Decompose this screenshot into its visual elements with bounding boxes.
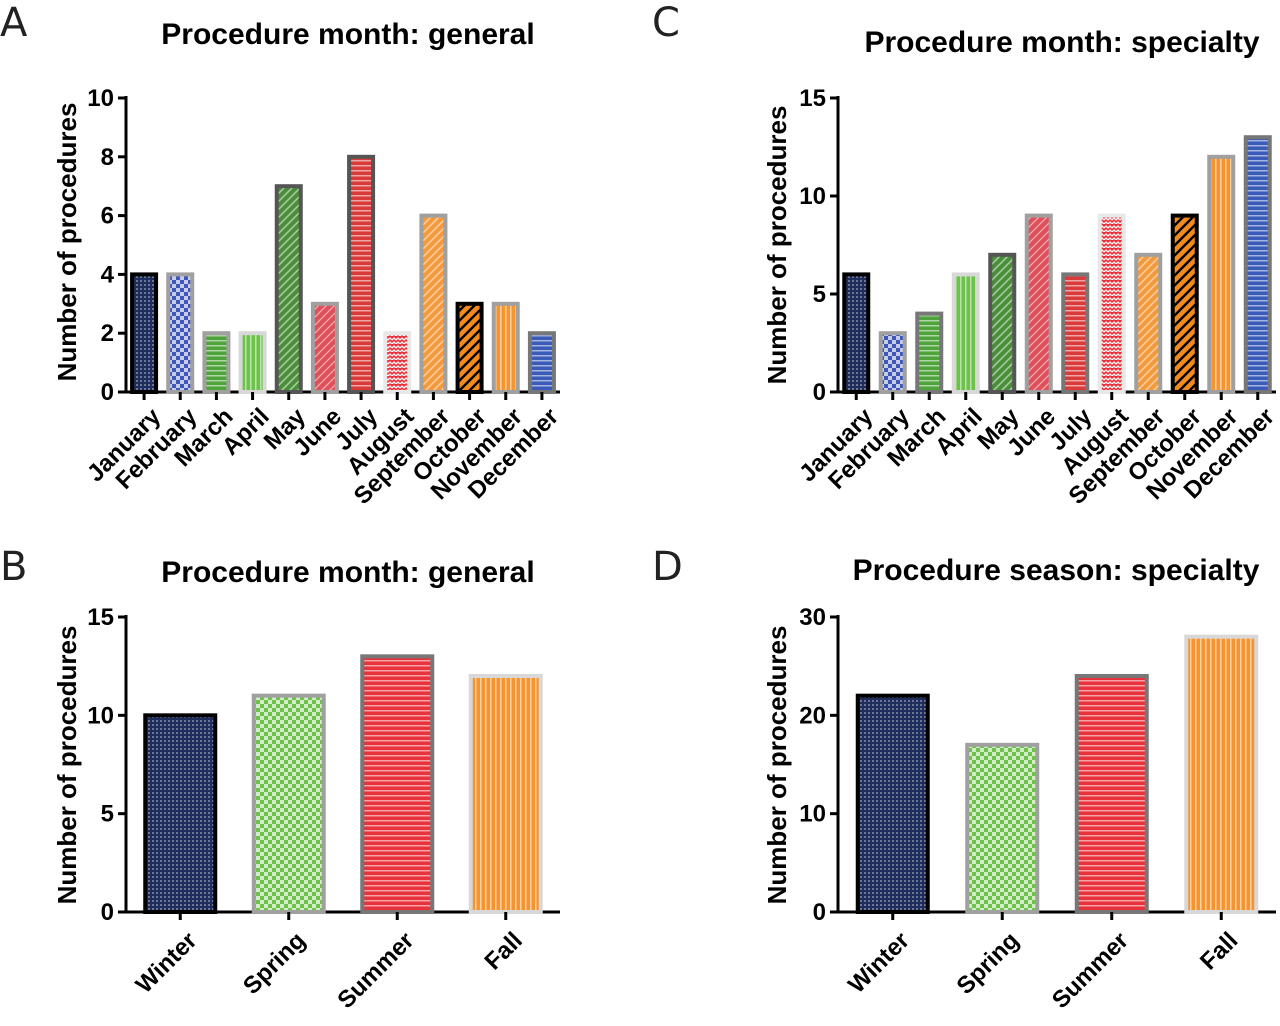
bar-december bbox=[1243, 135, 1272, 394]
bar-summer bbox=[1074, 674, 1149, 914]
bar-june bbox=[310, 301, 339, 394]
panel-b: B Procedure month: general Number of pro… bbox=[0, 544, 560, 1014]
y-tick-label: 10 bbox=[87, 85, 114, 112]
y-axis-label-d: Number of procedures bbox=[762, 626, 792, 905]
y-tick-label: 15 bbox=[87, 604, 114, 631]
bar-december bbox=[527, 331, 556, 395]
panel-c: C Procedure month: specialty Number of p… bbox=[652, 0, 1280, 510]
bar-october bbox=[1170, 213, 1199, 394]
x-tick-label-winter: Winter bbox=[843, 927, 915, 999]
x-tick-label-spring: Spring bbox=[238, 927, 311, 1000]
bar-july bbox=[347, 154, 376, 394]
chart-title-c: Procedure month: specialty bbox=[864, 26, 1259, 59]
bar-summer bbox=[360, 654, 435, 914]
panel-letter-b: B bbox=[0, 544, 27, 590]
bar-fall bbox=[1184, 634, 1259, 915]
y-tick-label: 10 bbox=[87, 702, 114, 729]
bar-october bbox=[455, 301, 484, 394]
bar-november bbox=[491, 301, 520, 394]
bar-february bbox=[878, 331, 907, 395]
panel-a: A Procedure month: general Number of pro… bbox=[0, 0, 564, 510]
y-tick-label: 30 bbox=[799, 604, 826, 631]
bar-september bbox=[419, 213, 448, 394]
y-tick-label: 10 bbox=[799, 183, 826, 210]
y-tick-label: 6 bbox=[101, 203, 114, 230]
y-tick-label: 0 bbox=[101, 379, 114, 406]
y-tick-label: 2 bbox=[101, 320, 114, 347]
panel-letter-a: A bbox=[0, 0, 28, 46]
bar-winter bbox=[143, 713, 218, 914]
chart-title-b: Procedure month: general bbox=[161, 556, 534, 589]
x-tick-label-summer: Summer bbox=[1047, 927, 1134, 1014]
y-axis-label-b: Number of procedures bbox=[52, 626, 82, 905]
bar-january bbox=[130, 272, 159, 394]
panel-d: D Procedure season: specialty Number of … bbox=[652, 544, 1276, 1014]
panel-letter-d: D bbox=[652, 544, 683, 590]
y-axis-label-a: Number of procedures bbox=[52, 103, 82, 382]
chart-title-d: Procedure season: specialty bbox=[853, 554, 1260, 587]
y-tick-label: 5 bbox=[813, 281, 826, 308]
bar-april bbox=[238, 331, 267, 395]
x-tick-label-spring: Spring bbox=[952, 927, 1025, 1000]
bar-fall bbox=[468, 674, 543, 914]
y-tick-label: 0 bbox=[101, 899, 114, 926]
x-tick-label-winter: Winter bbox=[131, 927, 203, 999]
x-tick-label-fall: Fall bbox=[480, 927, 528, 975]
bar-june bbox=[1024, 213, 1053, 394]
plot-area-d: 0 10 20 30 Winter Spring Summer Fall bbox=[799, 604, 1276, 1014]
bar-spring bbox=[965, 742, 1040, 914]
panel-letter-c: C bbox=[652, 0, 680, 46]
bar-march bbox=[202, 331, 231, 395]
y-axis-label-c: Number of procedures bbox=[762, 106, 792, 385]
y-tick-label: 0 bbox=[813, 899, 826, 926]
y-tick-label: 5 bbox=[101, 801, 114, 828]
bar-august bbox=[383, 331, 412, 395]
bar-march bbox=[915, 311, 944, 395]
bar-april bbox=[951, 272, 980, 394]
plot-area-c: 051015JanuaryFebruaryMarchAprilMayJuneJu… bbox=[794, 85, 1280, 510]
bar-november bbox=[1207, 154, 1236, 394]
bar-spring bbox=[251, 693, 326, 915]
bar-february bbox=[166, 272, 195, 394]
chart-title-a: Procedure month: general bbox=[161, 18, 534, 51]
y-tick-label: 15 bbox=[799, 85, 826, 112]
plot-area-a: 0246810JanuaryFebruaryMarchAprilMayJuneJ… bbox=[82, 85, 564, 510]
bar-may bbox=[988, 252, 1017, 394]
plot-area-b: 0 5 10 15 Winter Spring Summer Fall bbox=[87, 604, 560, 1014]
y-tick-label: 4 bbox=[101, 261, 115, 288]
bar-may bbox=[274, 184, 303, 394]
bar-winter bbox=[855, 693, 930, 915]
x-tick-label-fall: Fall bbox=[1195, 927, 1243, 975]
x-tick-label-summer: Summer bbox=[332, 927, 419, 1014]
bar-july bbox=[1061, 272, 1090, 394]
y-tick-label: 0 bbox=[813, 379, 826, 406]
y-tick-label: 20 bbox=[799, 702, 826, 729]
bar-august bbox=[1097, 213, 1126, 394]
bar-january bbox=[842, 272, 871, 394]
bar-september bbox=[1134, 252, 1163, 394]
y-tick-label: 10 bbox=[799, 801, 826, 828]
y-tick-label: 8 bbox=[101, 144, 114, 171]
